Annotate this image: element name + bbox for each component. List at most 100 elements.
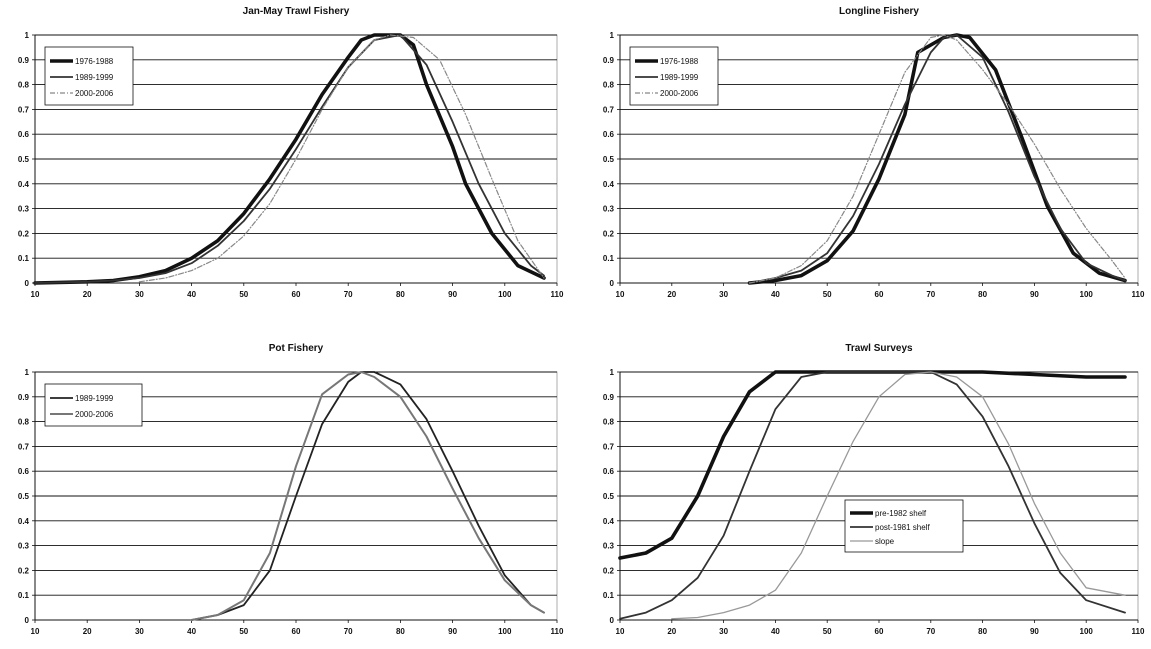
series-line-2000-2006 [138,34,545,283]
legend: 1976-1988 1989-1999 2000-2006 [629,46,719,106]
legend-box [844,499,964,553]
y-tick-label: 0.3 [603,542,615,551]
y-tick-label: 0.3 [603,205,615,214]
x-tick-label: 60 [875,627,884,636]
x-tick-label: 40 [187,627,196,636]
x-tick-label: 110 [551,627,564,636]
y-tick-label: 0.8 [603,81,615,90]
y-tick-label: 1 [610,368,615,377]
legend-label: 2000-2006 [660,89,699,98]
legend-label: 1976-1988 [75,57,114,66]
x-tick-label: 90 [1030,290,1039,299]
y-tick-label: 0.3 [18,542,30,551]
x-tick-label: 40 [771,290,780,299]
y-tick-label: 1 [25,31,30,40]
y-tick-label: 0.9 [603,393,615,402]
x-tick-label: 50 [239,290,248,299]
y-tick-label: 0.6 [18,467,30,476]
y-tick-label: 0.8 [18,81,30,90]
y-tick-label: 0 [25,616,30,625]
y-tick-label: 0.5 [18,492,30,501]
y-tick-label: 0.4 [18,517,30,526]
x-tick-label: 50 [823,290,832,299]
x-tick-label: 100 [498,290,512,299]
series-line-2000-2006 [190,371,545,621]
y-tick-label: 0.6 [18,130,30,139]
y-tick-label: 0.6 [603,130,615,139]
legend-label: slope [875,537,895,546]
y-tick-label: 0.5 [18,155,30,164]
y-tick-label: 0.6 [603,467,615,476]
y-tick-label: 0 [610,279,615,288]
y-tick-label: 0.4 [603,517,615,526]
y-tick-label: 0.7 [603,442,615,451]
x-tick-label: 70 [344,290,353,299]
y-tick-label: 0.1 [18,254,30,263]
legend-label: post-1981 shelf [875,523,930,532]
legend-label: pre-1982 shelf [875,509,927,518]
y-tick-label: 0.7 [603,105,615,114]
x-tick-label: 70 [926,290,935,299]
legend-label: 2000-2006 [75,89,114,98]
y-tick-label: 0.7 [18,105,30,114]
x-tick-label: 90 [448,627,457,636]
chart-title: Longline Fishery [839,6,919,17]
legend-box [44,383,143,427]
x-tick-label: 30 [719,290,728,299]
chart-panel-2: Longline Fishery 0 0.1 0.2 0.3 0.4 0.5 0.6 0.7 0.… [603,6,1145,299]
x-tick-label: 50 [823,627,832,636]
x-tick-label: 60 [875,290,884,299]
chart-title: Jan-May Trawl Fishery [243,6,350,17]
chart-panel-1: Jan-May Trawl Fishery 0 0.1 0.2 0.3 0.4 0.5 0.6… [18,6,564,299]
x-tick-label: 70 [344,627,353,636]
x-tick-label: 110 [1132,627,1145,636]
x-tick-label: 40 [187,290,196,299]
series-line-2000-2006 [748,34,1126,284]
x-tick-label: 40 [771,627,780,636]
x-tick-label: 10 [616,627,625,636]
series-line-1976-1988 [33,33,546,285]
y-tick-label: 0.7 [18,442,30,451]
series-line-post-1981-shelf [619,371,1126,620]
x-tick-label: 100 [498,627,512,636]
x-tick-label: 110 [1132,290,1145,299]
series-line-pre-1982-shelf [618,370,1127,560]
y-tick-label: 0.1 [18,591,30,600]
x-tick-label: 90 [1030,627,1039,636]
y-tick-label: 0.4 [603,180,615,189]
legend-label: 1976-1988 [660,57,699,66]
y-tick-label: 0.1 [603,591,615,600]
x-tick-label: 100 [1080,627,1094,636]
x-tick-label: 60 [292,290,301,299]
y-tick-label: 0.3 [18,205,30,214]
x-tick-label: 20 [83,627,92,636]
series-line-1989-1999 [34,34,545,284]
y-tick-label: 0.5 [603,492,615,501]
y-tick-label: 0.1 [603,254,615,263]
x-tick-label: 10 [31,627,40,636]
chart-title: Trawl Surveys [845,343,913,354]
x-tick-label: 50 [239,627,248,636]
y-tick-label: 0.2 [18,229,30,238]
legend: 1989-1999 2000-2006 [44,383,143,427]
x-tick-label: 80 [978,290,987,299]
legend: pre-1982 shelf post-1981 shelf slope [844,499,964,553]
y-tick-label: 0.2 [603,566,615,575]
legend-label: 2000-2006 [75,410,114,419]
legend-box [44,46,134,106]
legend-label: 1989-1999 [75,73,114,82]
series-line-slope [671,371,1126,620]
x-tick-label: 20 [667,627,676,636]
x-tick-label: 100 [1080,290,1094,299]
y-tick-label: 0.9 [18,393,30,402]
x-tick-label: 10 [616,290,625,299]
series-line-1989-1999 [190,371,545,621]
y-tick-label: 0.8 [18,418,30,427]
y-tick-label: 0.4 [18,180,30,189]
y-tick-label: 0.9 [603,56,615,65]
y-tick-label: 1 [610,31,615,40]
y-tick-label: 0.5 [603,155,615,164]
y-tick-label: 1 [25,368,30,377]
legend-label: 1989-1999 [660,73,699,82]
